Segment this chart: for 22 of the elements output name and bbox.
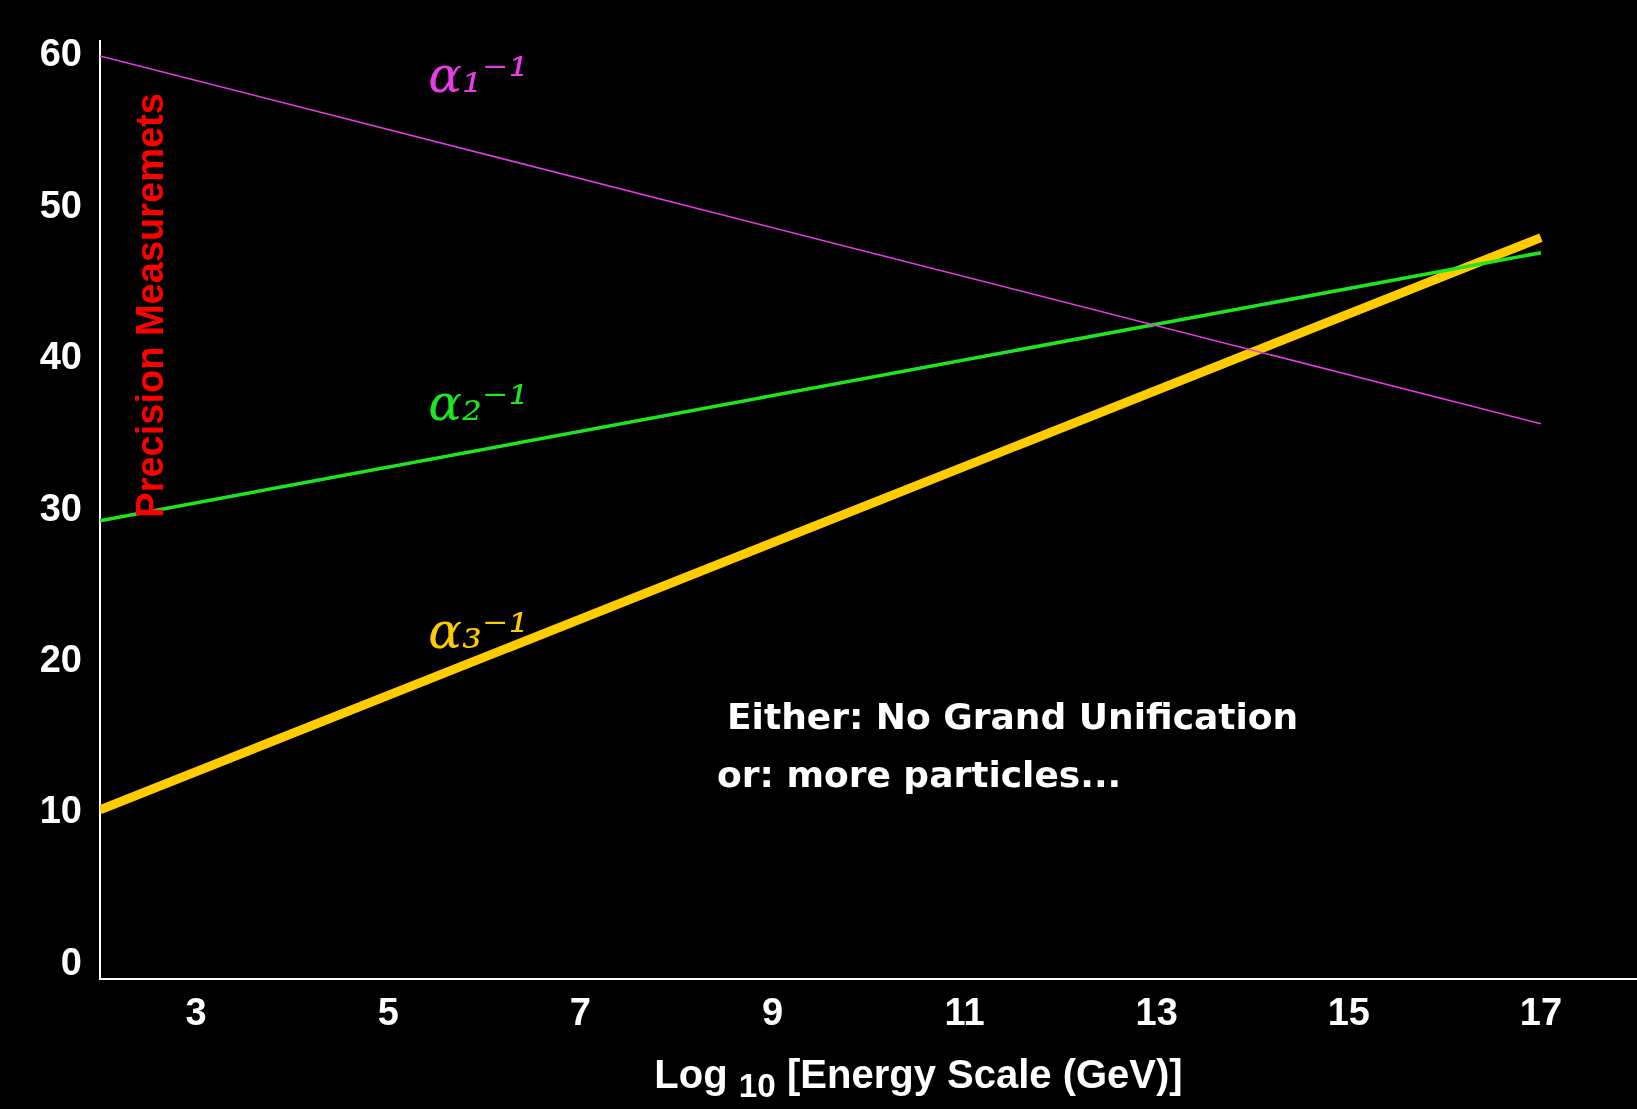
x-tick-label: 9 [761,990,784,1033]
annotation: Either: No Grand Unification [727,696,1299,738]
x-tick-label: 3 [185,990,207,1033]
annotation: or: more particles... [717,754,1122,796]
x-tick-label: 13 [1135,990,1178,1033]
x-tick-label: 17 [1519,990,1563,1033]
y-tick-label: 50 [39,183,82,226]
x-tick-label: 7 [569,990,591,1033]
x-axis-title: Log $_{10}$ [Energy Scale (GeV)] [653,1052,1184,1105]
x-tick-label: 5 [377,990,399,1033]
series-label: α₁⁻¹ [428,46,529,105]
y-tick-label: 20 [39,637,82,680]
annotation: Precision Measuremets [129,93,172,518]
x-tick-label: 15 [1327,990,1370,1033]
series-label: α₃⁻¹ [428,602,529,661]
series-label: α₂⁻¹ [428,374,529,433]
y-tick-label: 0 [60,940,82,983]
y-tick-label: 30 [39,486,82,529]
y-tick-label: 40 [39,335,82,378]
y-tick-label: 10 [39,789,82,832]
x-tick-label: 11 [944,990,985,1033]
y-tick-label: 60 [39,32,82,75]
